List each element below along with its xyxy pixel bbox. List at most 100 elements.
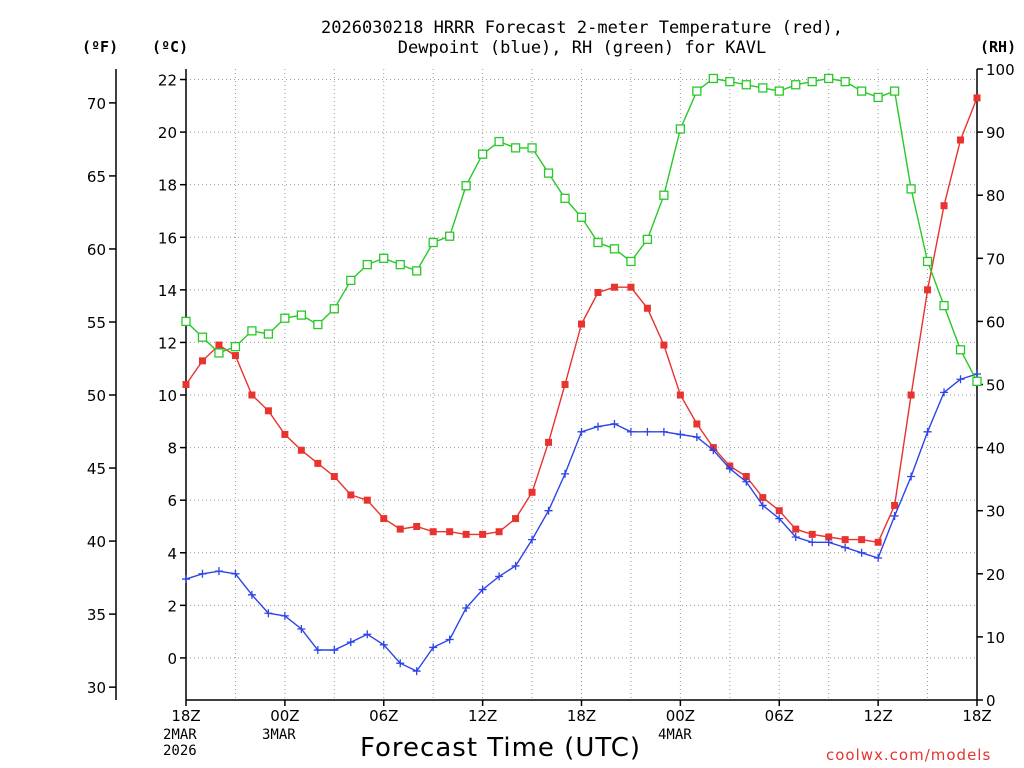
temperature-point bbox=[660, 341, 668, 349]
temperature-point bbox=[446, 528, 454, 536]
rh-unit-label: (RH) bbox=[980, 38, 1017, 56]
x-tick-label: 00Z bbox=[666, 707, 695, 725]
rh-point bbox=[560, 193, 570, 204]
temperature-point bbox=[643, 304, 651, 312]
dewpoint-point bbox=[676, 430, 685, 439]
fahrenheit-tick-label: 35 bbox=[87, 606, 106, 624]
rh-point bbox=[230, 341, 241, 352]
dewpoint-point bbox=[692, 433, 701, 442]
fahrenheit-tick-label: 50 bbox=[87, 387, 106, 405]
rh-tick-label: 40 bbox=[986, 440, 1005, 458]
dewpoint-point bbox=[280, 611, 289, 620]
rh-point bbox=[346, 275, 356, 286]
rh-point bbox=[543, 168, 554, 178]
temperature-point bbox=[940, 202, 948, 210]
rh-point bbox=[428, 237, 438, 248]
dewpoint-point bbox=[198, 569, 207, 578]
temperature-point bbox=[413, 522, 421, 530]
celsius-tick-label: 22 bbox=[158, 72, 177, 90]
fahrenheit-tick-label: 60 bbox=[87, 241, 106, 259]
dewpoint-point bbox=[346, 638, 355, 647]
fahrenheit-unit-label: (ºF) bbox=[82, 38, 119, 56]
celsius-tick-label: 12 bbox=[158, 334, 177, 352]
temperature-point bbox=[281, 430, 289, 438]
celsius-tick-label: 6 bbox=[167, 492, 177, 510]
rh-point bbox=[741, 80, 751, 90]
dewpoint-point bbox=[808, 538, 817, 547]
temperature-point bbox=[297, 446, 305, 454]
dewpoint-point bbox=[956, 375, 965, 384]
dewpoint-point bbox=[396, 659, 405, 668]
dewpoint-point bbox=[495, 572, 504, 581]
dewpoint-point bbox=[412, 667, 421, 676]
rh-point bbox=[362, 259, 372, 270]
rh-tick-label: 80 bbox=[986, 187, 1005, 205]
date-label-3mar: 3MAR bbox=[262, 727, 296, 743]
rh-point bbox=[659, 190, 669, 200]
dewpoint-point bbox=[593, 422, 602, 431]
dewpoint-series-line bbox=[185, 373, 978, 672]
fahrenheit-tick-label: 55 bbox=[87, 314, 106, 332]
dewpoint-point bbox=[610, 419, 619, 428]
temperature-point bbox=[314, 459, 322, 467]
temperature-point bbox=[578, 320, 585, 328]
rh-tick-label: 30 bbox=[986, 503, 1005, 521]
celsius-tick-label: 8 bbox=[167, 440, 177, 458]
rh-tick-label: 90 bbox=[986, 124, 1005, 142]
chart-title-line-2: Dewpoint (blue), RH (green) for KAVL bbox=[397, 38, 767, 58]
rh-point bbox=[395, 259, 405, 270]
temperature-point bbox=[792, 525, 800, 533]
dewpoint-point bbox=[758, 501, 767, 510]
rh-point bbox=[626, 256, 636, 267]
rh-point bbox=[313, 319, 323, 330]
temperature-point bbox=[380, 515, 388, 523]
dewpoint-point bbox=[791, 532, 800, 541]
date-label-2mar: 2MAR 2026 bbox=[163, 727, 197, 759]
temperature-point bbox=[891, 501, 899, 509]
temperature-point bbox=[479, 530, 487, 538]
x-tick-label: 18Z bbox=[171, 707, 200, 725]
rh-point bbox=[939, 300, 949, 311]
rh-tick-label: 20 bbox=[986, 566, 1005, 584]
temperature-point bbox=[957, 136, 965, 144]
dewpoint-point bbox=[511, 561, 520, 570]
temperature-point bbox=[808, 530, 816, 538]
rh-point bbox=[692, 86, 702, 96]
rh-point bbox=[461, 181, 471, 191]
temperature-point bbox=[545, 438, 553, 446]
rh-point bbox=[576, 212, 587, 222]
rh-point bbox=[510, 143, 521, 153]
rh-point bbox=[791, 80, 801, 90]
dewpoint-point bbox=[462, 603, 471, 612]
fahrenheit-tick-label: 40 bbox=[87, 533, 106, 551]
dewpoint-point bbox=[742, 477, 751, 486]
temperature-point bbox=[759, 494, 767, 502]
celsius-tick-label: 0 bbox=[167, 650, 177, 668]
temperature-point bbox=[248, 391, 256, 399]
dewpoint-point bbox=[379, 640, 388, 649]
celsius-tick-label: 18 bbox=[158, 177, 177, 195]
rh-tick-label: 0 bbox=[986, 692, 996, 710]
temperature-point bbox=[429, 528, 437, 536]
temperature-point bbox=[215, 341, 223, 349]
rh-point bbox=[412, 266, 422, 276]
temperature-point bbox=[775, 507, 783, 515]
credit-link[interactable]: coolwx.com/models bbox=[826, 746, 992, 764]
celsius-unit-label: (ºC) bbox=[152, 38, 189, 56]
temperature-point bbox=[347, 491, 355, 499]
rh-point bbox=[774, 86, 784, 96]
dewpoint-point bbox=[940, 388, 949, 397]
temperature-point bbox=[561, 381, 569, 388]
dewpoint-point bbox=[231, 569, 240, 578]
temperature-point bbox=[396, 525, 404, 533]
celsius-tick-label: 16 bbox=[158, 229, 177, 247]
date-label-2mar-year: 2026 bbox=[163, 743, 197, 759]
axes: 18Z 00Z 06Z 12Z 18Z 00Z 06Z 12Z 18Z0246810121416… bbox=[87, 61, 1015, 725]
dewpoint-point bbox=[445, 635, 454, 644]
celsius-tick-label: 20 bbox=[158, 124, 177, 142]
temperature-point bbox=[742, 473, 750, 481]
rh-point bbox=[247, 326, 257, 336]
x-tick-label: 12Z bbox=[863, 707, 892, 725]
temperature-point bbox=[841, 536, 849, 544]
